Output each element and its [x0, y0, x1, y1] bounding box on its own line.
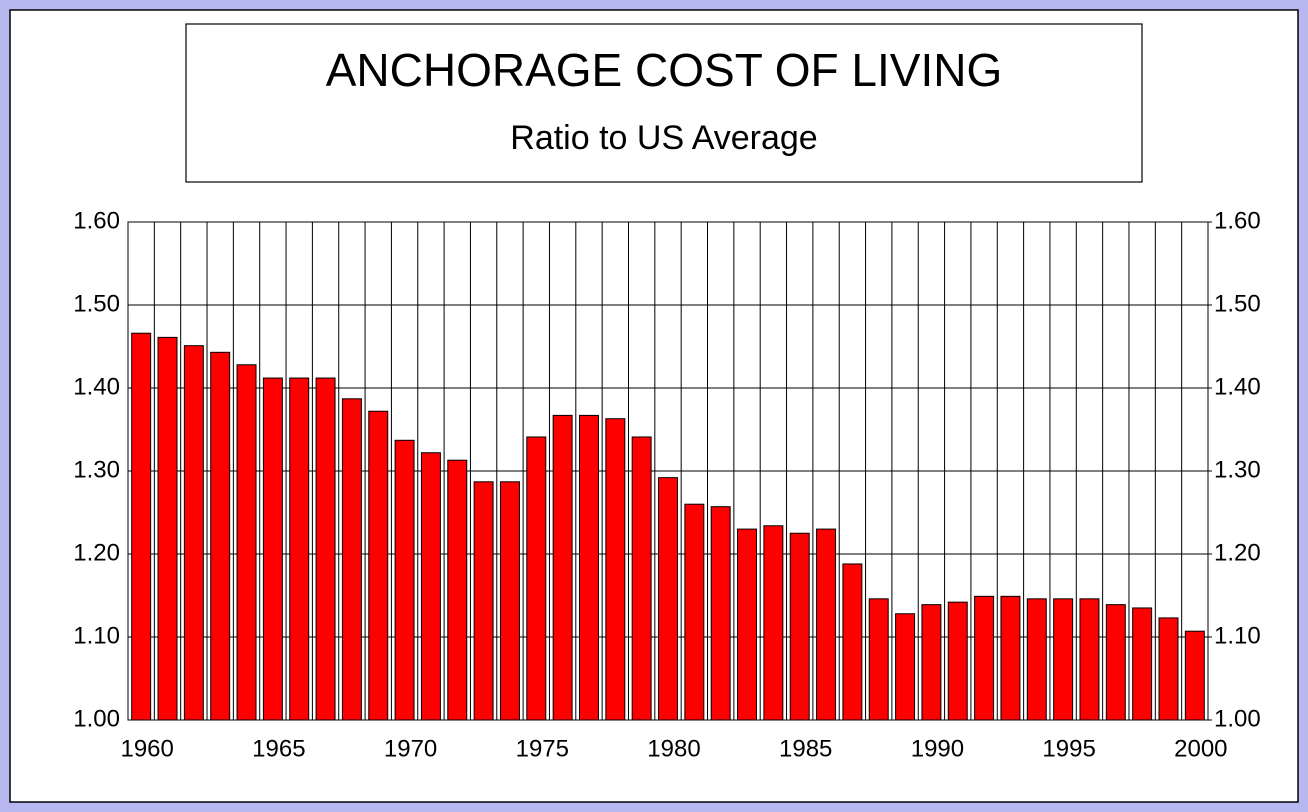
- bar: [658, 477, 678, 721]
- y2-tick-label: 1.60: [1214, 207, 1261, 234]
- bar: [552, 414, 573, 721]
- bar: [1079, 598, 1100, 721]
- bar: [895, 613, 916, 721]
- bar: [499, 481, 520, 721]
- bar: [1105, 604, 1126, 721]
- bar: [789, 532, 810, 721]
- y2-tick-label: 1.00: [1214, 705, 1261, 732]
- bar: [578, 414, 599, 721]
- bar: [262, 377, 283, 721]
- bar: [947, 601, 968, 721]
- x-tick-label: 1995: [1042, 735, 1095, 762]
- x-tick-label: 1975: [516, 735, 569, 762]
- y-tick-label: 1.60: [73, 207, 120, 234]
- y-tick-label: 1.10: [73, 622, 120, 649]
- bar: [526, 436, 547, 721]
- bar: [1000, 595, 1021, 721]
- bar: [1158, 617, 1179, 721]
- title-box: [185, 23, 1143, 183]
- y2-tick-label: 1.50: [1214, 290, 1261, 317]
- chart-title: ANCHORAGE COST OF LIVING: [326, 44, 1002, 96]
- bar: [605, 418, 626, 721]
- bar: [974, 595, 995, 721]
- bar: [368, 410, 389, 721]
- plot-frame: [127, 221, 1209, 721]
- bar: [341, 398, 362, 721]
- bar: [1184, 630, 1205, 721]
- chart-subtitle: Ratio to US Average: [510, 119, 817, 157]
- x-tick-label: 1980: [647, 735, 700, 762]
- bar: [631, 436, 652, 721]
- y-tick-label: 1.40: [73, 373, 120, 400]
- bar: [921, 604, 942, 721]
- bar: [210, 351, 231, 721]
- bar: [236, 364, 257, 721]
- x-tick-label: 1965: [252, 735, 305, 762]
- bar: [1132, 607, 1153, 721]
- bar: [157, 336, 178, 721]
- bar: [763, 525, 784, 721]
- y-tick-label: 1.30: [73, 456, 120, 483]
- bar: [183, 345, 204, 721]
- x-tick-label: 1970: [384, 735, 437, 762]
- x-tick-label: 1960: [120, 735, 173, 762]
- bar: [737, 528, 758, 721]
- bar: [1026, 598, 1047, 721]
- bar: [816, 528, 837, 721]
- bar: [131, 332, 152, 721]
- y-tick-label: 1.00: [73, 705, 120, 732]
- bar: [684, 503, 705, 721]
- x-tick-label: 1990: [911, 735, 964, 762]
- y2-tick-label: 1.40: [1214, 373, 1261, 400]
- y-tick-label: 1.50: [73, 290, 120, 317]
- bar: [420, 452, 441, 721]
- y-tick-label: 1.20: [73, 539, 120, 566]
- bar: [394, 439, 415, 721]
- bar: [1053, 598, 1074, 721]
- bar: [315, 377, 336, 721]
- bar: [842, 563, 863, 721]
- bar: [473, 481, 494, 721]
- bar: [868, 598, 889, 721]
- y2-tick-label: 1.30: [1214, 456, 1261, 483]
- x-tick-label: 1985: [779, 735, 832, 762]
- x-tick-label: 2000: [1174, 735, 1227, 762]
- bar: [447, 459, 468, 721]
- y2-tick-label: 1.10: [1214, 622, 1261, 649]
- bar: [710, 506, 731, 721]
- y2-tick-label: 1.20: [1214, 539, 1261, 566]
- bar: [289, 377, 310, 721]
